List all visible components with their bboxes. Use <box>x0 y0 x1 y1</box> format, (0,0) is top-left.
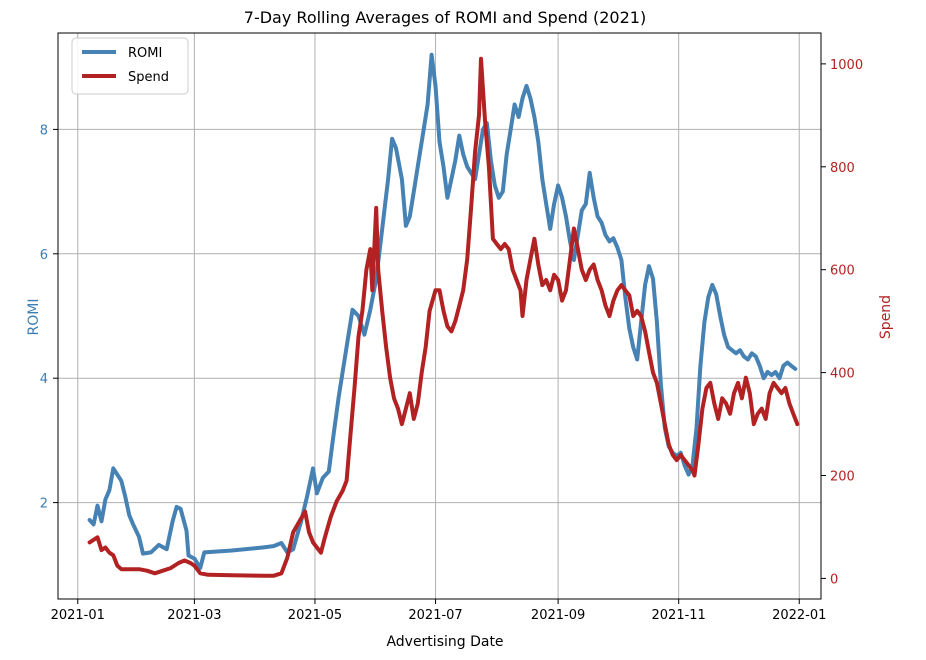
right-axis-label: Spend <box>878 295 894 339</box>
x-tick-label: 2021-09 <box>531 608 585 623</box>
right-tick-label: 600 <box>830 264 855 279</box>
right-axis-ticks: 0 200 400 600 800 1000 <box>821 58 863 587</box>
left-tick-label: 6 <box>40 248 48 263</box>
left-axis-label: ROMI <box>26 299 42 336</box>
right-tick-label: 0 <box>830 572 838 587</box>
right-tick-label: 1000 <box>830 58 863 73</box>
right-tick-label: 200 <box>830 470 855 485</box>
left-tick-label: 4 <box>40 372 48 387</box>
legend: ROMI Spend <box>71 37 189 95</box>
chart-title: 7-Day Rolling Averages of ROMI and Spend… <box>244 8 646 27</box>
left-axis-ticks: 2 4 6 8 <box>40 123 58 512</box>
left-tick-label: 8 <box>40 123 48 138</box>
grid <box>58 33 821 599</box>
x-tick-label: 2021-03 <box>167 608 221 623</box>
x-tick-label: 2021-01 <box>51 608 105 623</box>
series-line-romi <box>87 52 798 570</box>
legend-label-romi: ROMI <box>128 46 162 61</box>
series-lines <box>87 52 800 578</box>
x-tick-label: 2022-01 <box>772 608 826 623</box>
plot-frame <box>57 32 822 600</box>
right-tick-label: 800 <box>830 161 855 176</box>
x-axis-ticks: 2021-01 2021-03 2021-05 2021-07 2021-09 2021-… <box>51 599 826 623</box>
right-tick-label: 400 <box>830 367 855 382</box>
left-tick-label: 2 <box>40 497 48 512</box>
x-axis-label: Advertising Date <box>386 634 503 650</box>
x-tick-label: 2021-05 <box>288 608 342 623</box>
x-tick-label: 2021-07 <box>408 608 462 623</box>
series-line-spend <box>87 56 800 578</box>
x-tick-label: 2021-11 <box>652 608 706 623</box>
legend-label-spend: Spend <box>128 70 169 85</box>
